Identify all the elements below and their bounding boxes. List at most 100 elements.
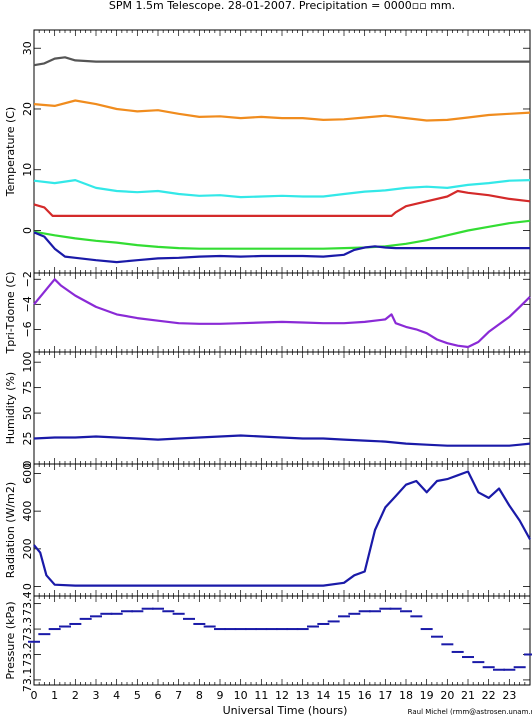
data-point	[214, 628, 226, 631]
data-point	[255, 628, 268, 631]
data-point	[245, 628, 257, 631]
series-line-5	[33, 219, 531, 250]
data-point	[234, 628, 247, 631]
data-point	[420, 628, 433, 631]
data-point	[38, 633, 51, 636]
x-tick-label: 10	[234, 689, 248, 702]
data-point	[524, 653, 532, 656]
data-point	[472, 661, 485, 664]
x-tick-label: 16	[358, 689, 372, 702]
x-tick-label: 19	[420, 689, 434, 702]
data-point	[131, 610, 144, 613]
data-point	[369, 610, 381, 613]
data-point	[410, 615, 423, 618]
data-point	[327, 620, 340, 623]
x-tick-label: 6	[155, 689, 162, 702]
y-tick-label: 0	[21, 461, 34, 468]
series-line-3	[33, 179, 531, 199]
series-line-1	[33, 470, 531, 587]
x-tick-label: 7	[175, 689, 182, 702]
data-point	[59, 625, 71, 628]
figure-title: SPM 1.5m Telescope. 28-01-2007. Precipit…	[109, 0, 455, 12]
x-tick-label: 14	[316, 689, 330, 702]
y-tick-label: 100	[21, 352, 34, 373]
x-tick-label: 20	[440, 689, 454, 702]
y-tick-label: 20	[21, 102, 34, 116]
data-point	[379, 607, 392, 610]
data-point	[152, 607, 164, 610]
data-point	[513, 666, 526, 669]
panel-frame	[33, 595, 531, 686]
data-point	[48, 628, 61, 631]
panel-frame	[33, 463, 531, 597]
y-tick-label: 75	[21, 381, 34, 395]
x-tick-label: 11	[254, 689, 268, 702]
series-line-4	[33, 189, 531, 217]
x-tick-label: 4	[113, 689, 120, 702]
y-tick-label: 600	[21, 463, 34, 484]
x-tick-label: 21	[461, 689, 475, 702]
data-point	[172, 612, 185, 615]
y-axis-label: Tpri-Tdome (C)	[4, 272, 17, 355]
panel-1: 0 10 20 30 Temperature (C)	[4, 29, 531, 274]
data-point	[203, 625, 216, 628]
series-line-1	[33, 56, 530, 67]
data-point	[69, 622, 82, 625]
data-point	[338, 615, 350, 618]
y-tick-label: 73.1	[21, 668, 34, 693]
x-tick-label: 18	[399, 689, 413, 702]
y-axis-label: Radiation (W/m2)	[4, 482, 17, 578]
panel-3: 0 25 50 75 100 Humidity (%)	[4, 351, 531, 468]
x-tick-label: 22	[482, 689, 496, 702]
data-point	[141, 607, 154, 610]
x-tick-label: 5	[134, 689, 141, 702]
series-line-1	[33, 278, 531, 349]
data-point	[493, 668, 505, 671]
data-point	[100, 612, 113, 615]
data-point	[389, 607, 402, 610]
y-tick-label: 0	[21, 583, 34, 590]
y-tick-label: 400	[21, 501, 34, 522]
data-point	[317, 622, 330, 625]
data-point	[286, 628, 299, 631]
x-tick-label: 23	[502, 689, 516, 702]
data-point	[358, 610, 371, 613]
y-tick-label: 30	[21, 41, 34, 55]
series-line-1	[33, 434, 531, 447]
y-tick-label: 73.2	[21, 642, 34, 667]
data-point	[296, 628, 309, 631]
data-point	[503, 668, 516, 671]
data-point	[482, 666, 495, 669]
y-axis-label: Pressure (kPa)	[4, 601, 17, 679]
y-tick-label: −4	[21, 296, 34, 312]
x-tick-label: 15	[337, 689, 351, 702]
x-tick-label: 9	[217, 689, 224, 702]
data-point	[348, 612, 361, 615]
data-point	[28, 640, 40, 643]
y-axis-label: Temperature (C)	[4, 107, 17, 197]
x-tick-label: 3	[93, 689, 100, 702]
y-tick-label: 73.4	[21, 591, 34, 616]
panel-frame	[33, 351, 531, 465]
data-point	[451, 650, 464, 653]
x-tick-label: 13	[296, 689, 310, 702]
data-point	[441, 643, 454, 646]
data-point	[307, 625, 319, 628]
panel-frame	[33, 29, 531, 274]
x-tick-label: 12	[275, 689, 289, 702]
x-tick-label: 17	[378, 689, 392, 702]
data-point	[79, 617, 92, 620]
x-tick-label: 1	[51, 689, 58, 702]
series-line-2	[33, 99, 531, 122]
data-point	[162, 610, 175, 613]
data-point	[110, 612, 123, 615]
data-point	[183, 617, 195, 620]
y-axis-label: Humidity (%)	[4, 372, 17, 444]
y-tick-label: −6	[21, 321, 34, 337]
x-axis-label: Universal Time (hours)	[223, 704, 348, 717]
y-tick-label: 73.3	[21, 617, 34, 642]
y-tick-label: −2	[21, 271, 34, 287]
panel-4: 0 200 400 600 Radiation (W/m2)	[4, 463, 531, 597]
y-tick-label: 10	[21, 163, 34, 177]
